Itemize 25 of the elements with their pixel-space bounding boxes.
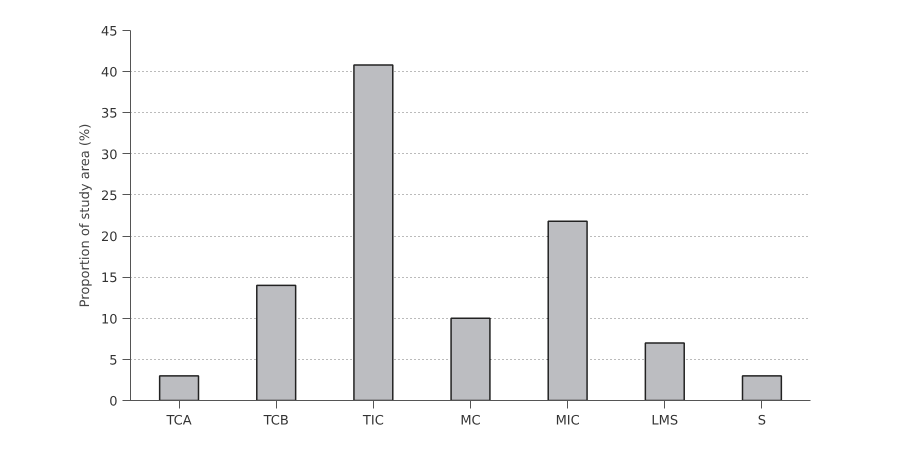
y-tick-label: 35 (100, 106, 118, 122)
x-tick-label: TCB (262, 414, 289, 428)
bar (742, 375, 782, 400)
x-tick-label: LMS (651, 414, 678, 428)
y-tick-label: 40 (100, 66, 118, 81)
y-axis-title: Proportion of study area (%) (78, 124, 93, 308)
y-tick-label: 30 (100, 148, 118, 163)
y-tick-label: 5 (109, 353, 118, 368)
x-tick-label: MC (460, 414, 481, 428)
y-tick-label: 0 (109, 394, 118, 410)
y-tick-label: 20 (100, 230, 118, 246)
y-tick-label: 10 (100, 312, 118, 328)
bar (547, 220, 588, 400)
bar (256, 284, 296, 400)
x-tick-label: MIC (556, 414, 580, 428)
y-tick-label: 25 (100, 188, 118, 204)
x-tick-label: TIC (362, 414, 384, 428)
y-tick-label: 45 (100, 24, 118, 40)
bar (450, 318, 491, 400)
y-tick-label: 15 (100, 271, 118, 286)
bar (158, 375, 200, 400)
bar (644, 342, 685, 400)
x-tick-label: TCA (165, 414, 192, 428)
bar (353, 64, 394, 400)
x-tick-label: S (758, 414, 766, 428)
